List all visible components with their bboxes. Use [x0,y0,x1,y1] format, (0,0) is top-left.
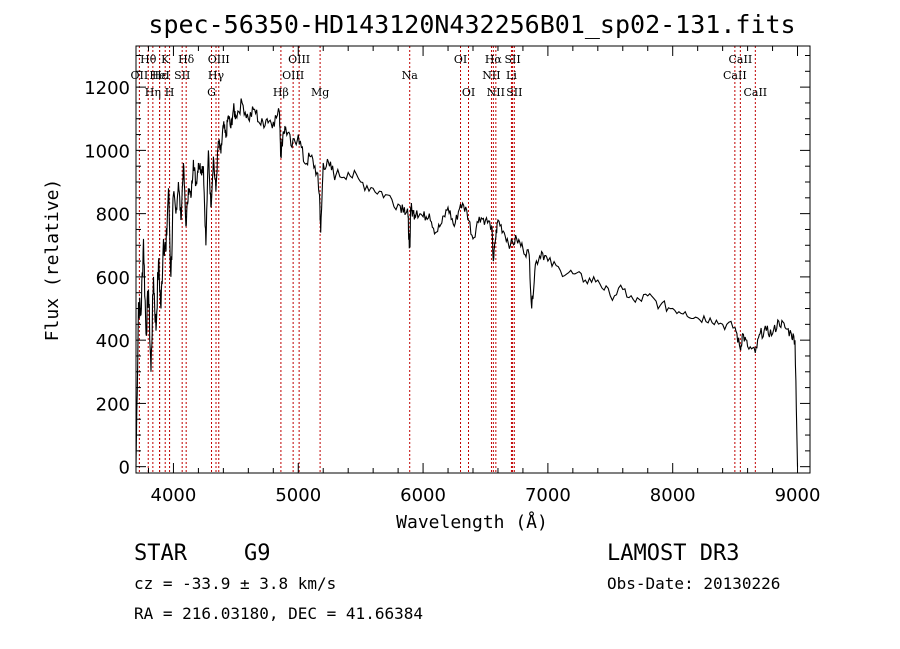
spectral-line-label: SII [174,69,190,82]
spectral-line-label: K [161,53,170,66]
spectral-line-label: OIII [282,69,304,82]
spectrum-line [135,98,799,467]
spectral-line-label: Hβ [273,86,289,99]
spectral-line-label: Na [402,69,419,82]
spectral-line-label: SII [504,53,520,66]
x-tick-label: 7000 [525,485,571,506]
y-tick-label: 200 [96,394,130,415]
spectral-line-label: NII [482,69,500,82]
spectral-line-label: NII [487,86,505,99]
x-tick-label: 5000 [275,485,321,506]
spectral-line-label: H [165,86,175,99]
spectral-line-label: CaII [743,86,767,99]
spectral-line-label: OIII [208,53,230,66]
x-tick-label: 6000 [400,485,446,506]
redshift-velocity: cz = -33.9 ± 3.8 km/s [134,574,337,593]
spectral-line-label: Hθ [140,53,157,66]
spectral-line-label: G [207,86,216,99]
y-tick-label: 0 [119,458,130,479]
spectral-line-label: Hγ [208,69,225,82]
x-axis-label: Wavelength (Å) [396,511,548,533]
spectral-line-label: OI [462,86,475,99]
observation-date: Obs-Date: 20130226 [607,574,781,593]
axis-ticks: 4000 5000 6000 7000 8000 9000 0 200 400 600 800 100… [84,46,820,506]
y-tick-label: 400 [96,331,130,352]
spectral-line-label: CaII [729,53,753,66]
spectral-line-label: Hη [145,86,161,99]
spectral-line-label: Mg [311,86,329,99]
spectral-line-label: OII [131,69,149,82]
object-class: STAR [134,541,187,566]
spectral-line-label: CaII [723,69,747,82]
spectral-line-label: Li [506,69,517,82]
spectral-line-label: Hδ [178,53,195,66]
coordinates: RA = 216.03180, DEC = 41.66384 [134,604,423,623]
y-tick-label: 600 [96,268,130,289]
y-tick-label: 1000 [84,141,130,162]
spectral-line-label: HeI [149,69,169,82]
object-subclass: G9 [244,541,271,566]
x-tick-label: 4000 [151,485,197,506]
chart-title: spec-56350-HD143120N432256B01_sp02-131.f… [148,10,795,39]
spectral-line-markers [138,46,756,473]
spectral-line-label: OIII [288,53,310,66]
y-tick-label: 1200 [84,78,130,99]
survey-name: LAMOST DR3 [607,541,740,566]
y-axis-label: Flux (relative) [42,179,63,342]
spectral-line-label: Hα [485,53,503,66]
x-tick-label: 8000 [650,485,696,506]
y-tick-label: 800 [96,205,130,226]
spectral-line-label: Hε [152,69,168,82]
x-tick-label: 9000 [775,485,821,506]
spectral-line-label: OI [454,53,467,66]
spectral-line-label: SII [506,86,522,99]
